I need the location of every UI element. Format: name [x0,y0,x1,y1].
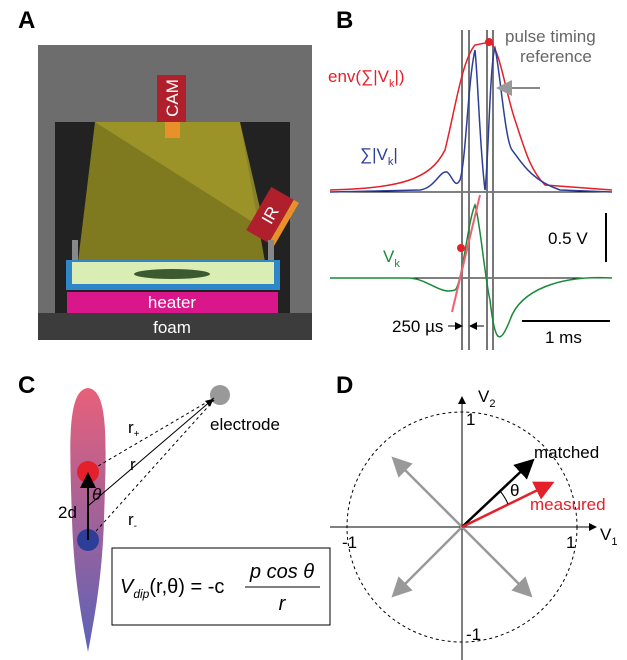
panel-label: C [18,372,35,399]
electrode [210,385,230,405]
envelope-label: env(∑|Vk|) [328,67,405,90]
peak [485,38,493,46]
voltage-scale-label: 0.5 V [548,229,588,248]
figure: A CAM IR heater foam B pulse timingrefer… [0,0,627,660]
formula-numerator: p cos θ [249,561,314,583]
slope-line [452,195,480,312]
x-axis-label: V1 [600,525,617,548]
r-vector [88,400,212,506]
tick-label: 1 [566,533,575,552]
matched-label: matched [534,443,599,462]
angle-label: θ [510,481,519,500]
foam-label: foam [153,318,191,337]
signal-label: Vk [383,247,400,270]
template-vector [395,527,462,594]
r-plus-line [88,398,214,472]
electrode-label: electrode [210,415,280,434]
measured-label: measured [530,495,606,514]
camera-label: CAM [163,79,182,117]
heater-label: heater [148,293,197,312]
fish [134,269,210,279]
matched-vector [462,462,531,527]
tick-label: -1 [342,533,357,552]
tick-label: -1 [466,625,481,644]
separation-label: 2d [58,503,77,522]
r-plus-label: r+ [128,418,140,440]
r-minus-label: r- [128,510,137,532]
zero-crossing [457,244,465,252]
time-scale-label: 1 ms [545,328,582,347]
panel-label: B [336,7,353,34]
sum-label: ∑|Vk| [360,145,398,168]
r-minus-line [88,400,214,540]
theta-label: θ [92,485,102,504]
tick-label: 1 [466,410,475,429]
template-vector [395,460,462,527]
template-vector [462,527,529,594]
r-label: r [130,455,136,474]
delay-label: 250 µs [392,317,443,336]
angle-arc [500,491,508,504]
panel-label: D [336,372,353,399]
signal-trace [330,205,612,337]
y-axis-label: V2 [478,387,495,410]
panel-label: A [18,7,35,34]
lens [165,122,180,138]
